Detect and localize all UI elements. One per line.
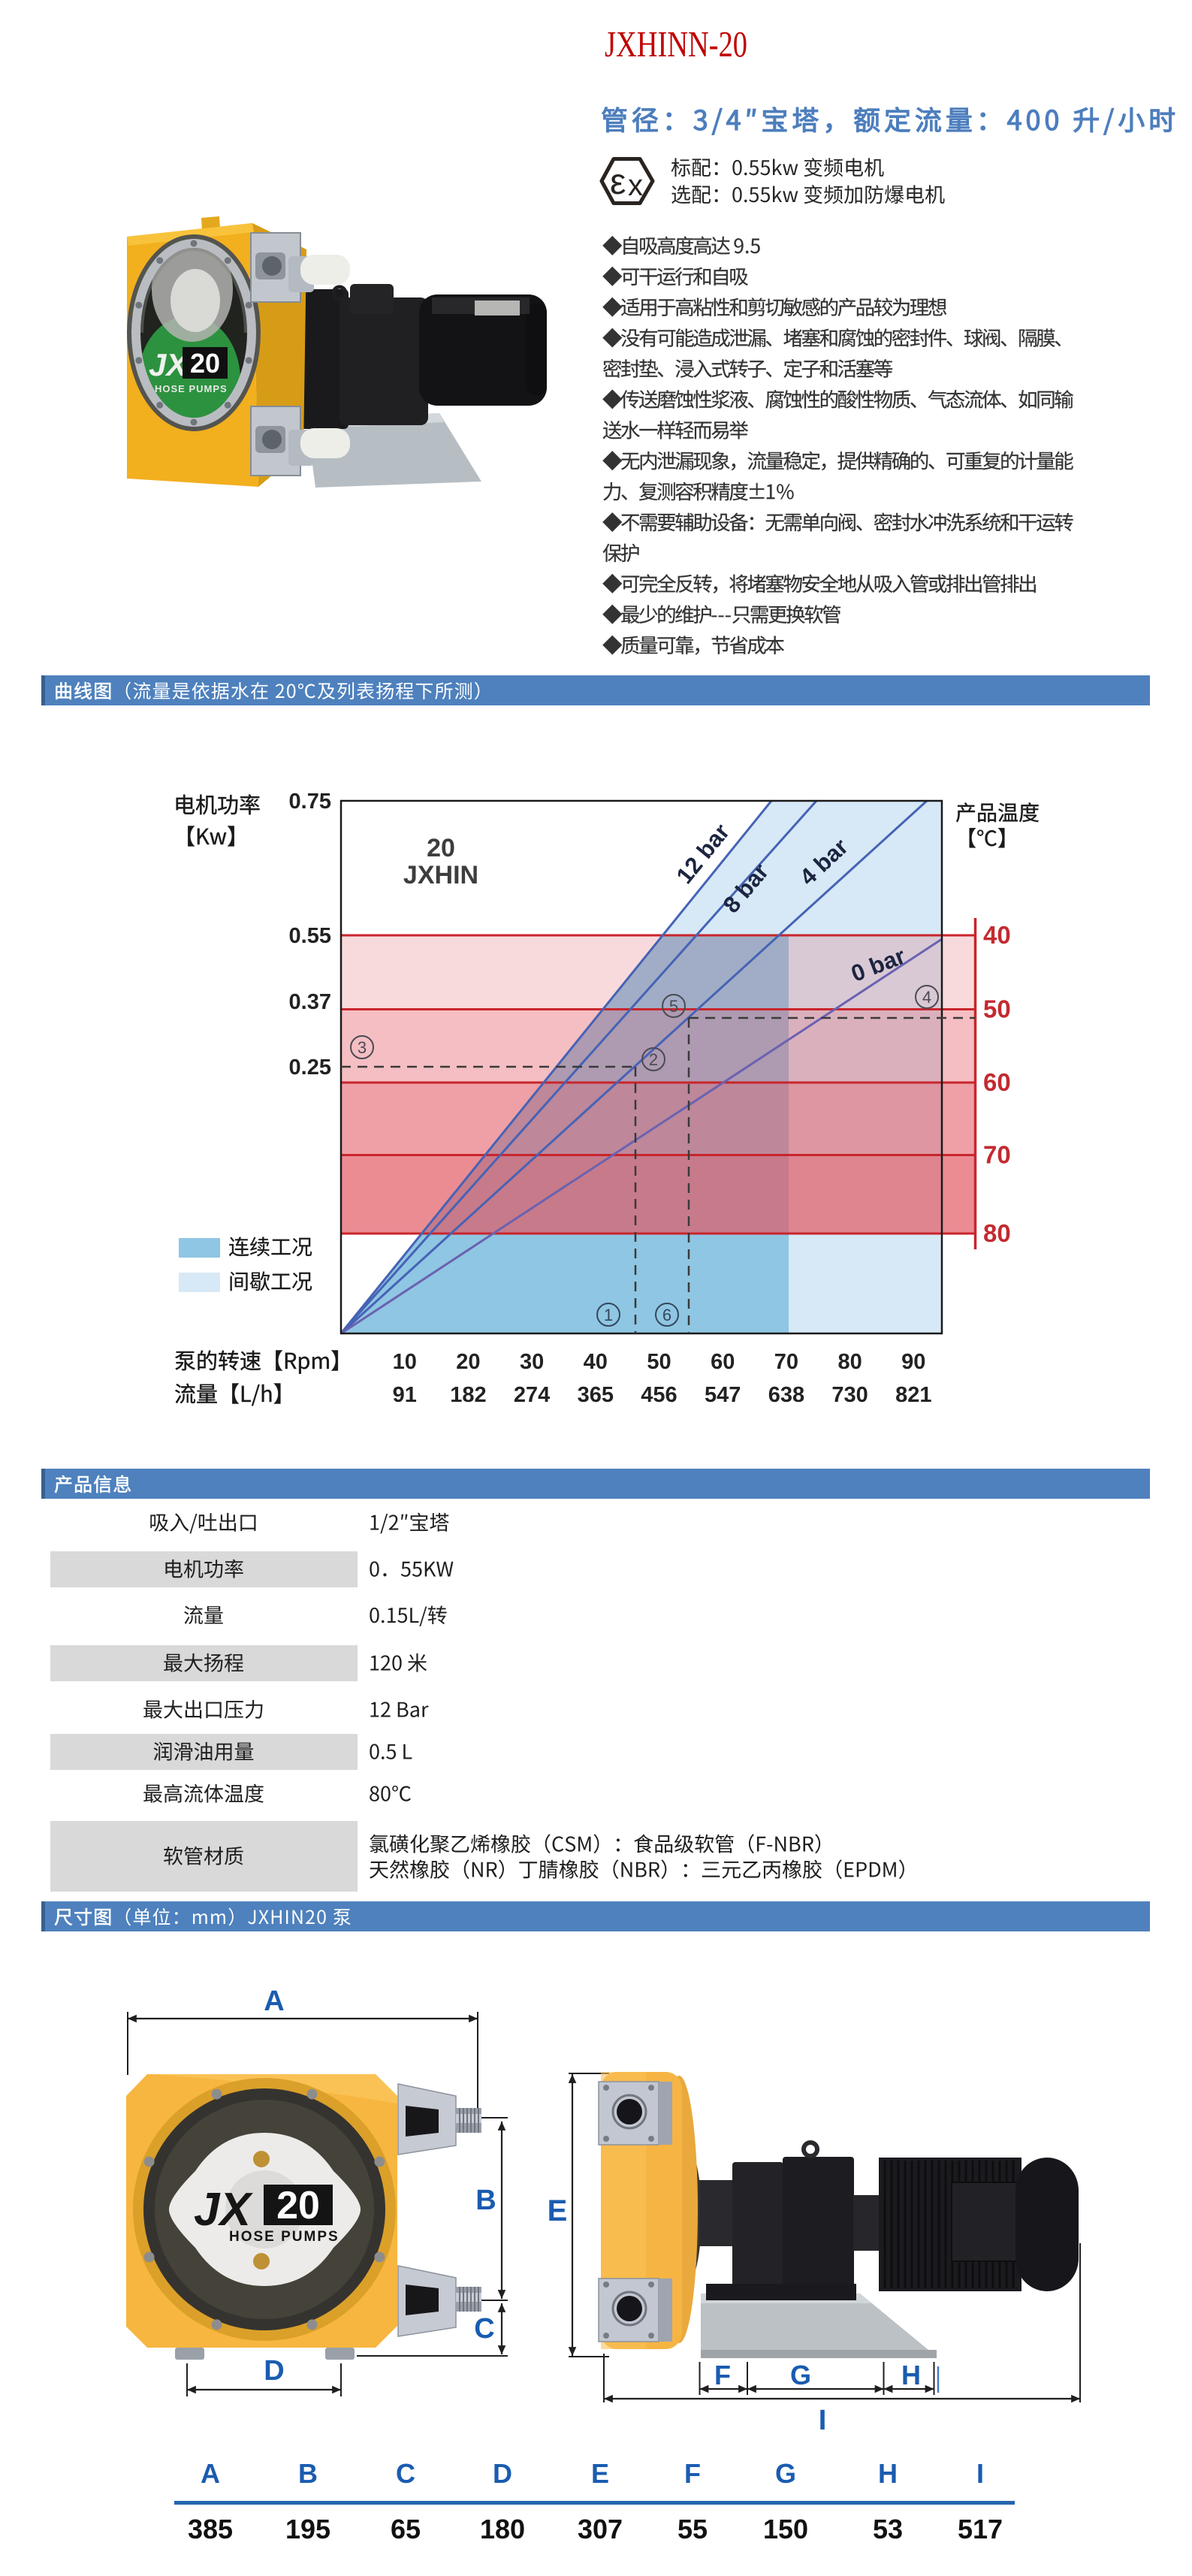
svg-text:B: B xyxy=(475,2185,496,2216)
svg-text:638: 638 xyxy=(768,1383,804,1407)
svg-text:40: 40 xyxy=(584,1350,608,1374)
svg-text:H: H xyxy=(878,2458,898,2489)
svg-text:x: x xyxy=(628,169,643,202)
svg-text:F: F xyxy=(684,2458,701,2489)
svg-text:65: 65 xyxy=(391,2514,421,2544)
svg-text:3: 3 xyxy=(358,1038,367,1057)
svg-text:20: 20 xyxy=(276,2184,320,2227)
svg-text:10: 10 xyxy=(393,1350,417,1374)
svg-text:I: I xyxy=(976,2458,984,2489)
svg-text:456: 456 xyxy=(641,1383,677,1407)
svg-text:F: F xyxy=(714,2360,731,2390)
svg-text:JXHINN-20: JXHINN-20 xyxy=(605,23,747,65)
svg-text:50: 50 xyxy=(647,1350,671,1374)
svg-text:HOSE PUMPS: HOSE PUMPS xyxy=(155,383,228,394)
svg-text:385: 385 xyxy=(188,2514,233,2544)
svg-text:195: 195 xyxy=(285,2514,330,2544)
svg-text:ε: ε xyxy=(610,162,626,202)
svg-text:E: E xyxy=(548,2194,568,2227)
svg-text:JX: JX xyxy=(194,2184,253,2236)
svg-text:90: 90 xyxy=(901,1350,925,1374)
svg-text:821: 821 xyxy=(895,1383,931,1407)
svg-text:50: 50 xyxy=(983,995,1011,1023)
svg-text:40: 40 xyxy=(983,921,1011,949)
svg-text:0.55: 0.55 xyxy=(289,924,331,948)
svg-text:HOSE PUMPS: HOSE PUMPS xyxy=(229,2229,339,2245)
svg-text:55: 55 xyxy=(677,2514,708,2544)
svg-text:2: 2 xyxy=(649,1050,658,1069)
svg-text:A: A xyxy=(264,1986,284,2017)
svg-text:30: 30 xyxy=(520,1350,544,1374)
svg-text:20: 20 xyxy=(456,1350,480,1374)
svg-text:G: G xyxy=(775,2458,796,2489)
svg-text:0.25: 0.25 xyxy=(289,1055,331,1080)
svg-text:60: 60 xyxy=(711,1350,735,1374)
svg-text:547: 547 xyxy=(705,1383,741,1407)
svg-text:D: D xyxy=(493,2458,512,2489)
svg-text:B: B xyxy=(298,2458,318,2489)
svg-text:H: H xyxy=(901,2360,921,2390)
svg-text:80: 80 xyxy=(837,1350,862,1374)
svg-text:6: 6 xyxy=(662,1306,671,1324)
svg-text:C: C xyxy=(474,2313,494,2345)
svg-text:20: 20 xyxy=(427,834,455,862)
svg-text:1: 1 xyxy=(604,1306,613,1324)
svg-text:53: 53 xyxy=(873,2514,903,2544)
svg-text:730: 730 xyxy=(831,1383,868,1407)
svg-text:I: I xyxy=(819,2405,827,2436)
svg-text:307: 307 xyxy=(578,2514,623,2544)
svg-text:C: C xyxy=(396,2458,415,2489)
svg-text:20: 20 xyxy=(190,348,220,379)
svg-text:70: 70 xyxy=(774,1350,798,1374)
svg-text:150: 150 xyxy=(763,2514,808,2544)
svg-text:0.37: 0.37 xyxy=(289,990,331,1014)
svg-text:517: 517 xyxy=(958,2514,1003,2544)
svg-text:E: E xyxy=(591,2458,609,2489)
svg-text:0.75: 0.75 xyxy=(289,790,331,814)
svg-text:60: 60 xyxy=(983,1068,1011,1096)
svg-text:91: 91 xyxy=(393,1383,417,1407)
svg-text:D: D xyxy=(264,2355,284,2387)
svg-text:180: 180 xyxy=(480,2514,525,2544)
svg-text:G: G xyxy=(790,2360,811,2390)
svg-text:A: A xyxy=(201,2458,220,2489)
svg-text:70: 70 xyxy=(983,1141,1011,1169)
svg-text:4: 4 xyxy=(922,988,931,1007)
svg-text:182: 182 xyxy=(450,1383,486,1407)
svg-text:365: 365 xyxy=(578,1383,614,1407)
svg-text:5: 5 xyxy=(669,997,678,1016)
svg-text:80: 80 xyxy=(983,1219,1011,1247)
svg-text:274: 274 xyxy=(514,1383,550,1407)
svg-text:JXHIN: JXHIN xyxy=(403,861,478,889)
